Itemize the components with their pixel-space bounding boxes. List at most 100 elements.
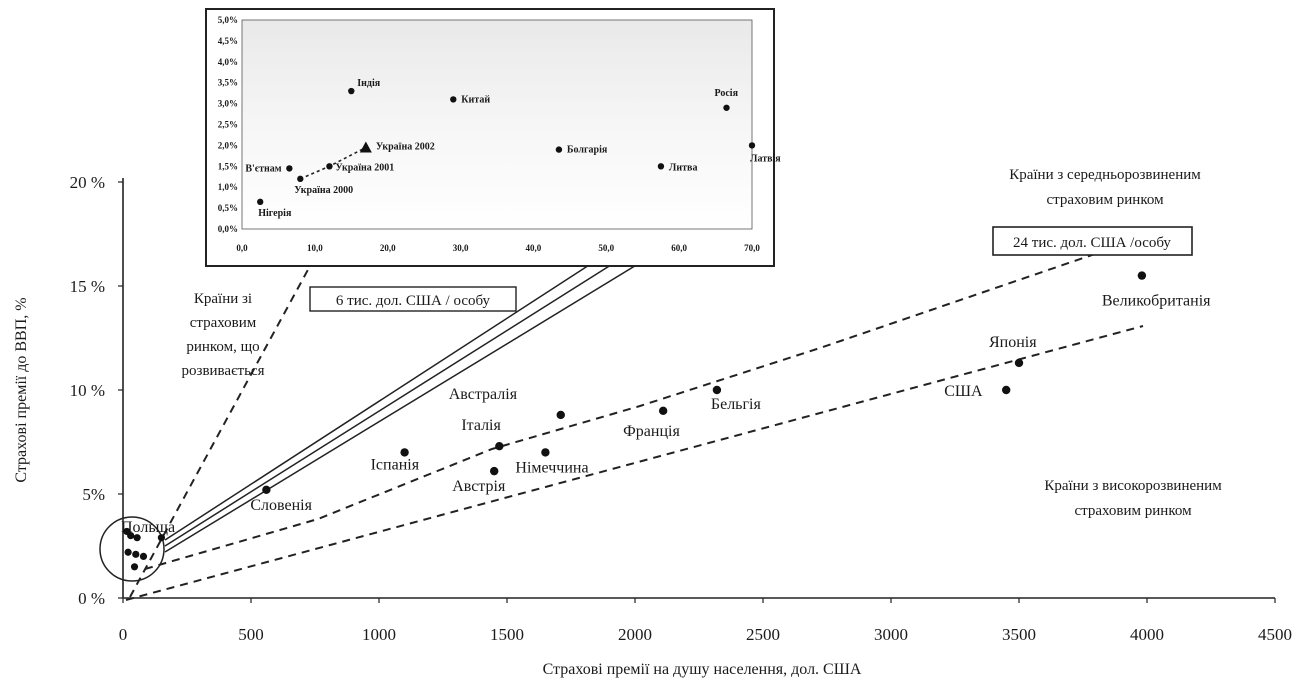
boundary-line-6k — [129, 219, 336, 598]
threshold-label-6k: 6 тис. дол. США / особу — [336, 293, 491, 309]
point-label: Японія — [989, 334, 1037, 351]
inset-x-tick-label: 70,0 — [744, 243, 760, 253]
data-point — [490, 466, 499, 476]
inset-data-point — [450, 96, 457, 103]
inset-plot-area — [241, 19, 753, 230]
y-tick-label: 10 % — [70, 381, 105, 400]
inset-y-tick-label: 2,0% — [218, 140, 238, 150]
x-tick-label: 2500 — [746, 625, 780, 644]
main-plot: 0 500 1000 1500 2000 2500 3000 3500 4000 4500 0 % 5… — [13, 146, 1292, 678]
point-label: Австрія — [452, 478, 506, 495]
x-tick-label: 500 — [238, 625, 264, 644]
cluster-point — [133, 534, 141, 542]
threshold-label-24k: 24 тис. дол. США /особу — [1013, 235, 1171, 251]
point-label: Італія — [461, 417, 501, 434]
inset-point-label: В'єтнам — [245, 163, 281, 174]
inset-data-point — [723, 104, 730, 111]
y-tick-label: 15 % — [70, 277, 105, 296]
inset-data-point — [555, 146, 563, 153]
y-axis-title: Страхові премії до ВВП, % — [13, 297, 30, 482]
inset-data-point — [657, 163, 665, 170]
point-label: Німеччина — [515, 459, 588, 476]
inset-x-tick-label: 40,0 — [526, 243, 542, 253]
region-label-mid: страховим ринком — [1046, 192, 1164, 208]
region-label-developing: ринком, що — [186, 339, 259, 355]
point-label: Великобританія — [1102, 293, 1211, 310]
inset-point-label: Нігерія — [258, 208, 292, 219]
inset-y-tick-label: 0,5% — [218, 203, 238, 213]
inset-x-tick-label: 10,0 — [307, 243, 323, 253]
inset-y-tick-label: 4,0% — [218, 57, 238, 67]
data-point — [712, 385, 722, 395]
data-point — [1002, 385, 1011, 395]
data-point — [1137, 271, 1147, 280]
inset-y-tick-label: 1,5% — [218, 161, 238, 171]
region-label-developing: страховим — [190, 315, 257, 331]
cluster-point — [132, 550, 140, 558]
inset-y-tick-label: 4,5% — [218, 36, 238, 46]
inset-x-tick-label: 0,0 — [236, 243, 248, 253]
point-label: США — [944, 383, 983, 400]
cluster-point — [124, 548, 132, 556]
inset-data-point — [286, 165, 293, 172]
zoom-circle — [99, 516, 165, 582]
region-label-high: Країни з високорозвиненим — [1044, 478, 1222, 494]
inset-point-label: Україна 2001 — [335, 162, 394, 173]
x-axis-title: Страхові премії на душу населення, дол. … — [543, 661, 862, 678]
x-tick-label: 3000 — [874, 625, 908, 644]
inset-x-tick-label: 30,0 — [453, 243, 469, 253]
y-tick-label: 5% — [82, 485, 105, 504]
boundary-line-6k-to-24k — [144, 241, 1131, 570]
inset-y-tick-label: 2,5% — [218, 120, 238, 130]
inset-x-tick-label: 60,0 — [671, 243, 687, 253]
inset-y-tick-label: 3,0% — [218, 99, 238, 109]
cluster-point — [130, 563, 139, 571]
inset-point-label: Болгарія — [567, 145, 608, 156]
x-tick-label: 2000 — [618, 625, 652, 644]
threshold-box-6k — [309, 286, 517, 312]
point-label: Австралія — [449, 386, 518, 403]
inset-data-point — [748, 142, 756, 149]
point-label: Іспанія — [371, 456, 420, 473]
x-tick-label: 0 — [119, 625, 128, 644]
inset-data-point — [297, 175, 304, 183]
data-point — [495, 441, 504, 451]
point-label: Франція — [623, 423, 680, 440]
data-point — [541, 448, 550, 457]
region-label-high: страховим ринком — [1074, 503, 1192, 519]
inset-y-tick-label: 1,0% — [218, 182, 238, 192]
x-tick-label: 4500 — [1258, 625, 1292, 644]
inset-point-label: Росія — [715, 88, 739, 99]
point-label: Бельгія — [711, 396, 762, 413]
inset-x-tick-label: 20,0 — [380, 243, 396, 253]
region-label-developing: розвивається — [182, 363, 265, 379]
y-tick-label: 0 % — [78, 589, 105, 608]
inset-data-point — [257, 198, 264, 206]
zoom-line — [164, 257, 623, 547]
point-label: Польща — [121, 519, 175, 536]
inset-point-label: Індія — [357, 78, 380, 89]
inset-point-label: Україна 2000 — [294, 185, 353, 196]
data-point — [400, 448, 409, 457]
boundary-line-24k — [125, 325, 1144, 601]
region-label-mid: Країни з середньорозвиненим — [1009, 167, 1201, 183]
inset-point-label: Україна 2002 — [376, 141, 435, 152]
zoom-line — [164, 257, 601, 541]
inset-y-tick-label: 5,0% — [218, 15, 238, 25]
cluster-point — [139, 552, 148, 561]
data-point — [262, 485, 271, 495]
inset-y-tick-label: 0,0% — [218, 224, 238, 234]
region-label-developing: Країни зі — [194, 291, 252, 307]
inset-data-point — [359, 141, 372, 153]
inset-plot: 0,0 10,0 20,0 30,0 40,0 50,0 60,0 70,0 0,0% 0,5% 1… — [205, 8, 781, 267]
cluster-point — [127, 532, 135, 540]
threshold-box-24k — [992, 226, 1193, 256]
inset-data-point — [348, 87, 355, 95]
inset-data-point — [326, 163, 333, 170]
x-tick-label: 4000 — [1130, 625, 1164, 644]
x-tick-label: 1500 — [490, 625, 524, 644]
inset-point-label: Литва — [669, 162, 698, 173]
inset-point-label: Латвія — [750, 153, 781, 164]
